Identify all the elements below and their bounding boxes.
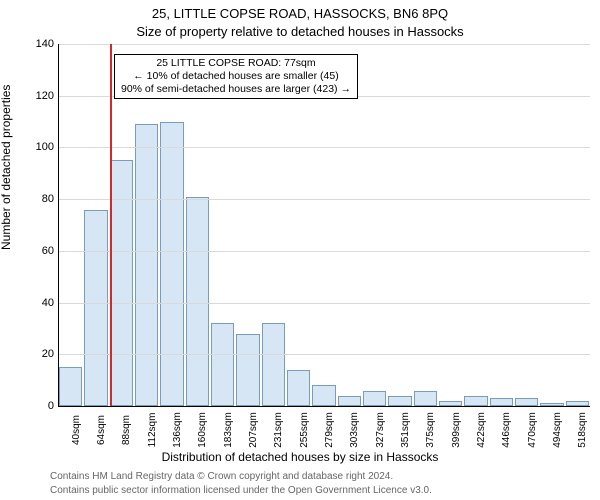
histogram-bar [110, 160, 133, 406]
x-axis-label: Distribution of detached houses by size … [0, 450, 600, 464]
x-tick-label: 470sqm [527, 412, 538, 448]
y-axis-line [58, 44, 59, 406]
histogram-bar [464, 396, 487, 406]
y-tick-label: 20 [24, 348, 54, 360]
x-tick-label: 399sqm [451, 412, 462, 448]
x-tick-label: 327sqm [375, 412, 386, 448]
histogram-bar [490, 398, 513, 406]
x-tick-label: 136sqm [172, 412, 183, 448]
x-tick-label: 160sqm [197, 412, 208, 448]
chart-title-address: 25, LITTLE COPSE ROAD, HASSOCKS, BN6 8PQ [0, 6, 600, 21]
footer-attribution: Contains HM Land Registry data © Crown c… [50, 470, 432, 497]
chart-container: 25, LITTLE COPSE ROAD, HASSOCKS, BN6 8PQ… [0, 0, 600, 500]
x-tick-label: 112sqm [147, 413, 158, 448]
histogram-bar [236, 334, 259, 406]
x-tick-label: 351sqm [400, 412, 411, 448]
histogram-bar [414, 391, 437, 407]
x-tick-label: 207sqm [248, 412, 259, 448]
plot-area: 25 LITTLE COPSE ROAD: 77sqm ← 10% of det… [58, 44, 590, 406]
x-tick-label: 64sqm [96, 415, 107, 445]
histogram-bar [388, 396, 411, 406]
histogram-bar [84, 210, 107, 407]
y-tick-label: 0 [24, 400, 54, 412]
footer-line-2: Contains public sector information licen… [50, 484, 432, 498]
histogram-bar [338, 396, 361, 406]
histogram-bar [135, 124, 158, 406]
gridline [58, 303, 590, 304]
x-tick-label: 518sqm [577, 412, 588, 448]
gridline [58, 251, 590, 252]
x-tick-label: 88sqm [121, 415, 132, 445]
callout-line-2: ← 10% of detached houses are smaller (45… [121, 70, 351, 83]
histogram-bar [160, 122, 183, 406]
x-axis-line [58, 406, 590, 407]
chart-subtitle: Size of property relative to detached ho… [0, 24, 600, 39]
x-tick-label: 375sqm [425, 412, 436, 448]
x-tick-label: 255sqm [299, 412, 310, 448]
x-tick-label: 231sqm [273, 412, 284, 448]
callout-box: 25 LITTLE COPSE ROAD: 77sqm ← 10% of det… [114, 54, 358, 99]
x-tick-label: 303sqm [349, 412, 360, 448]
y-tick-label: 80 [24, 193, 54, 205]
x-tick-label: 183sqm [223, 412, 234, 448]
callout-line-1: 25 LITTLE COPSE ROAD: 77sqm [121, 57, 351, 70]
x-tick-label: 40sqm [71, 415, 82, 445]
x-tick-label: 279sqm [324, 412, 335, 448]
x-tick-label: 422sqm [476, 412, 487, 448]
y-tick-label: 100 [24, 141, 54, 153]
histogram-bar [59, 367, 82, 406]
y-axis-label: Number of detached properties [0, 85, 13, 250]
gridline [58, 44, 590, 45]
y-tick-label: 40 [24, 297, 54, 309]
histogram-bar [211, 323, 234, 406]
x-tick-label: 446sqm [501, 412, 512, 448]
gridline [58, 147, 590, 148]
histogram-bar [287, 370, 310, 406]
footer-line-1: Contains HM Land Registry data © Crown c… [50, 470, 432, 484]
gridline [58, 199, 590, 200]
x-tick-label: 494sqm [552, 412, 563, 448]
y-tick-label: 60 [24, 245, 54, 257]
y-tick-label: 140 [24, 38, 54, 50]
property-marker-line [110, 44, 112, 406]
callout-line-3: 90% of semi-detached houses are larger (… [121, 83, 351, 96]
histogram-bar [363, 391, 386, 407]
histogram-bar [186, 197, 209, 406]
histogram-bar [515, 398, 538, 406]
histogram-bar [312, 385, 335, 406]
histogram-bar [262, 323, 285, 406]
y-tick-label: 120 [24, 90, 54, 102]
gridline [58, 354, 590, 355]
